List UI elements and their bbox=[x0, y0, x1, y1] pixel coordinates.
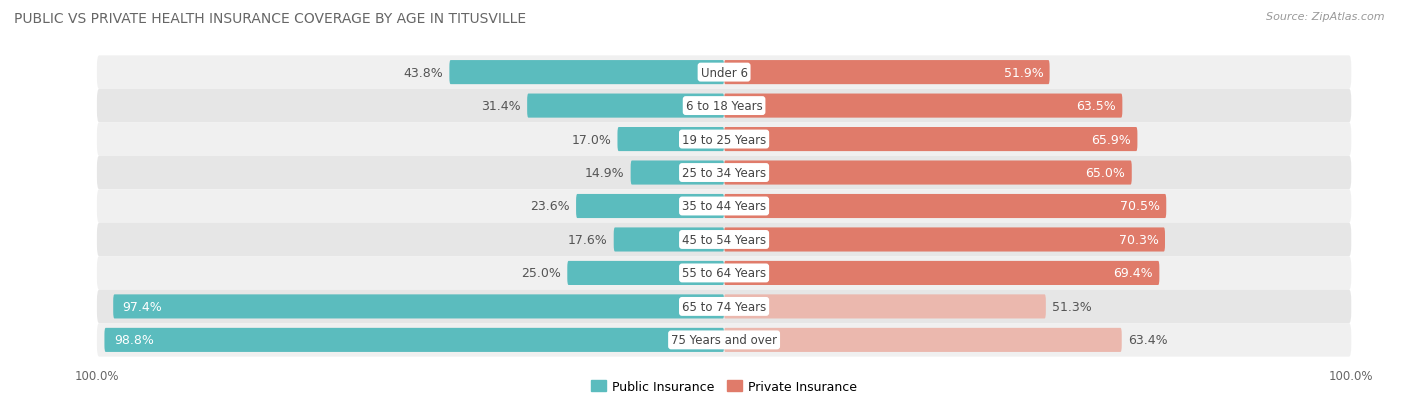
FancyBboxPatch shape bbox=[527, 94, 724, 119]
Text: 69.4%: 69.4% bbox=[1114, 267, 1153, 280]
FancyBboxPatch shape bbox=[97, 90, 1351, 123]
Text: 97.4%: 97.4% bbox=[122, 300, 162, 313]
Text: 45 to 54 Years: 45 to 54 Years bbox=[682, 233, 766, 247]
Text: 51.3%: 51.3% bbox=[1052, 300, 1092, 313]
Text: 43.8%: 43.8% bbox=[404, 66, 443, 79]
FancyBboxPatch shape bbox=[97, 223, 1351, 256]
Text: 51.9%: 51.9% bbox=[1004, 66, 1043, 79]
FancyBboxPatch shape bbox=[450, 61, 724, 85]
FancyBboxPatch shape bbox=[724, 128, 1137, 152]
FancyBboxPatch shape bbox=[97, 123, 1351, 157]
FancyBboxPatch shape bbox=[613, 228, 724, 252]
Text: 65 to 74 Years: 65 to 74 Years bbox=[682, 300, 766, 313]
Text: 65.9%: 65.9% bbox=[1091, 133, 1132, 146]
Text: 23.6%: 23.6% bbox=[530, 200, 569, 213]
Text: 25.0%: 25.0% bbox=[522, 267, 561, 280]
Text: 98.8%: 98.8% bbox=[114, 334, 153, 347]
FancyBboxPatch shape bbox=[724, 195, 1166, 218]
Legend: Public Insurance, Private Insurance: Public Insurance, Private Insurance bbox=[586, 375, 862, 398]
FancyBboxPatch shape bbox=[97, 323, 1351, 357]
Text: 25 to 34 Years: 25 to 34 Years bbox=[682, 166, 766, 180]
FancyBboxPatch shape bbox=[631, 161, 724, 185]
FancyBboxPatch shape bbox=[97, 157, 1351, 190]
Text: 17.0%: 17.0% bbox=[571, 133, 612, 146]
Text: 35 to 44 Years: 35 to 44 Years bbox=[682, 200, 766, 213]
Text: 65.0%: 65.0% bbox=[1085, 166, 1125, 180]
FancyBboxPatch shape bbox=[567, 261, 724, 285]
FancyBboxPatch shape bbox=[97, 190, 1351, 223]
FancyBboxPatch shape bbox=[97, 56, 1351, 90]
FancyBboxPatch shape bbox=[724, 228, 1166, 252]
FancyBboxPatch shape bbox=[724, 328, 1122, 352]
FancyBboxPatch shape bbox=[724, 161, 1132, 185]
Text: 55 to 64 Years: 55 to 64 Years bbox=[682, 267, 766, 280]
FancyBboxPatch shape bbox=[724, 261, 1160, 285]
Text: 63.4%: 63.4% bbox=[1128, 334, 1167, 347]
Text: 6 to 18 Years: 6 to 18 Years bbox=[686, 100, 762, 113]
FancyBboxPatch shape bbox=[576, 195, 724, 218]
Text: 31.4%: 31.4% bbox=[481, 100, 520, 113]
Text: Under 6: Under 6 bbox=[700, 66, 748, 79]
Text: 70.3%: 70.3% bbox=[1119, 233, 1159, 247]
FancyBboxPatch shape bbox=[724, 294, 1046, 319]
FancyBboxPatch shape bbox=[104, 328, 724, 352]
FancyBboxPatch shape bbox=[724, 61, 1050, 85]
Text: 17.6%: 17.6% bbox=[568, 233, 607, 247]
Text: 19 to 25 Years: 19 to 25 Years bbox=[682, 133, 766, 146]
Text: Source: ZipAtlas.com: Source: ZipAtlas.com bbox=[1267, 12, 1385, 22]
Text: 75 Years and over: 75 Years and over bbox=[671, 334, 778, 347]
Text: 70.5%: 70.5% bbox=[1121, 200, 1160, 213]
Text: PUBLIC VS PRIVATE HEALTH INSURANCE COVERAGE BY AGE IN TITUSVILLE: PUBLIC VS PRIVATE HEALTH INSURANCE COVER… bbox=[14, 12, 526, 26]
Text: 14.9%: 14.9% bbox=[585, 166, 624, 180]
FancyBboxPatch shape bbox=[97, 290, 1351, 323]
FancyBboxPatch shape bbox=[114, 294, 724, 319]
FancyBboxPatch shape bbox=[724, 94, 1122, 119]
FancyBboxPatch shape bbox=[617, 128, 724, 152]
FancyBboxPatch shape bbox=[97, 256, 1351, 290]
Text: 63.5%: 63.5% bbox=[1077, 100, 1116, 113]
